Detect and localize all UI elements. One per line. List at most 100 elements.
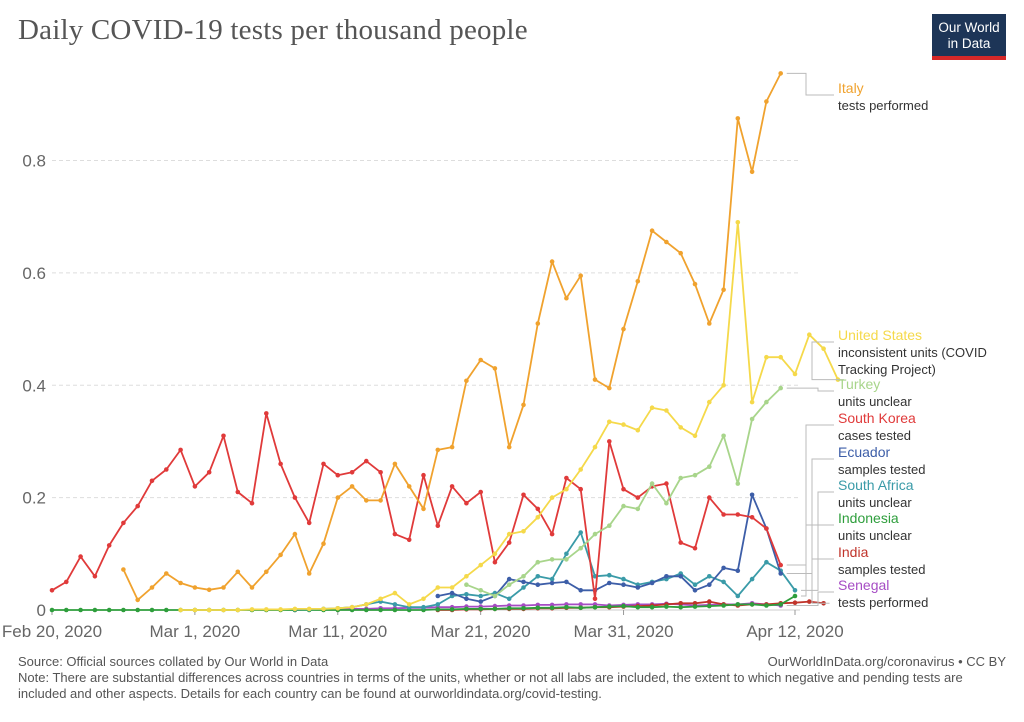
data-point — [449, 484, 455, 489]
data-point — [378, 607, 383, 613]
legend-senegal[interactable]: Senegal tests performed — [786, 577, 929, 610]
data-point — [392, 607, 398, 613]
data-point — [321, 541, 326, 546]
data-point — [206, 470, 212, 475]
data-point — [221, 433, 226, 439]
data-point — [235, 569, 241, 575]
legend-italy[interactable]: Italy tests performed — [786, 72, 929, 113]
legend-india[interactable]: India samples tested — [811, 544, 925, 604]
series-line-italy — [122, 72, 782, 601]
data-point — [578, 273, 583, 279]
data-point — [435, 602, 441, 607]
data-point — [564, 551, 569, 557]
data-point — [78, 554, 83, 559]
x-axis-ticks: Feb 20, 2020 Mar 1, 2020 Mar 11, 2020 Mar 2… — [2, 610, 844, 641]
data-point — [649, 481, 655, 486]
legend-name: South Africa — [838, 477, 914, 493]
data-point — [592, 596, 598, 602]
data-point — [792, 371, 798, 377]
gridlines — [52, 160, 800, 611]
data-point — [721, 603, 726, 608]
legend-name: India — [838, 544, 869, 560]
data-point — [607, 572, 612, 578]
data-point — [349, 604, 355, 610]
legend-sublabel: units unclear — [838, 495, 912, 510]
data-point — [635, 495, 641, 500]
data-point — [135, 503, 140, 509]
data-point — [749, 602, 755, 607]
data-point — [578, 486, 583, 492]
data-point — [678, 425, 683, 430]
data-point — [549, 576, 555, 582]
legend-south-africa[interactable]: South Africa units unclear — [801, 477, 914, 591]
footer-link[interactable]: OurWorldInData.org/coronavirus • CC BY — [767, 654, 1006, 669]
data-point — [306, 571, 312, 576]
legend-indonesia[interactable]: Indonesia units unclear — [801, 510, 912, 597]
data-point — [521, 606, 526, 611]
data-point — [349, 470, 355, 475]
data-point — [106, 543, 112, 548]
data-point — [435, 607, 441, 612]
series-ecuador[interactable] — [435, 492, 784, 604]
data-point — [392, 531, 398, 537]
data-point — [435, 593, 441, 599]
data-point — [264, 411, 269, 416]
series-united-states[interactable] — [178, 220, 841, 613]
legend-sublabel: units unclear — [838, 394, 912, 409]
data-point — [764, 354, 769, 360]
data-point — [721, 565, 726, 571]
data-point — [121, 520, 126, 526]
data-point — [292, 495, 298, 500]
data-point — [478, 593, 484, 599]
data-point — [549, 495, 555, 500]
data-point — [478, 489, 484, 495]
data-point — [192, 585, 198, 590]
data-point — [549, 557, 555, 562]
legend-south-korea[interactable]: South Korea cases tested — [786, 410, 916, 566]
line-chart: 0 0.2 0.4 0.6 0.8 Feb 20, 2020 Mar 1, 2020 Mar… — [2, 71, 987, 641]
data-point — [607, 580, 612, 586]
data-point — [521, 402, 526, 408]
data-point — [678, 475, 683, 481]
y-axis-ticks: 0 0.2 0.4 0.6 0.8 — [22, 152, 46, 620]
data-point — [592, 444, 598, 450]
data-point — [478, 357, 484, 363]
data-point — [292, 606, 298, 612]
data-point — [635, 604, 641, 610]
data-point — [807, 599, 812, 604]
data-point — [749, 416, 755, 422]
data-point — [206, 587, 212, 593]
data-point — [578, 467, 583, 472]
data-point — [749, 576, 755, 582]
data-point — [464, 592, 469, 597]
data-point — [249, 500, 255, 506]
data-point — [578, 588, 583, 593]
legend-connector — [786, 424, 834, 566]
data-point — [306, 520, 312, 526]
legend-name: Italy — [838, 80, 864, 96]
data-point — [78, 607, 83, 613]
legend-sublabel: inconsistent units (COVID — [838, 345, 987, 360]
data-point — [535, 321, 541, 326]
data-point — [749, 515, 755, 520]
legend-turkey[interactable]: Turkey units unclear — [786, 376, 913, 409]
data-point — [764, 99, 769, 104]
data-point — [692, 604, 698, 609]
data-point — [564, 486, 569, 492]
data-point — [278, 552, 283, 558]
legend-name: Indonesia — [838, 510, 899, 526]
series-turkey[interactable] — [464, 385, 783, 599]
legend-sublabel: tests performed — [838, 595, 928, 610]
data-point — [64, 579, 69, 585]
series-italy[interactable] — [121, 71, 783, 603]
data-point — [549, 605, 555, 611]
legend-united-states[interactable]: United States inconsistent units (COVID Tr… — [811, 327, 987, 381]
data-point — [235, 489, 241, 495]
data-point — [392, 590, 398, 596]
owid-logo[interactable]: Our World in Data — [932, 14, 1006, 60]
legend-ecuador[interactable]: Ecuador samples tested — [786, 444, 926, 574]
data-point — [506, 596, 512, 602]
data-point — [792, 588, 798, 593]
series-south-korea[interactable] — [49, 411, 783, 602]
data-point — [792, 600, 798, 605]
